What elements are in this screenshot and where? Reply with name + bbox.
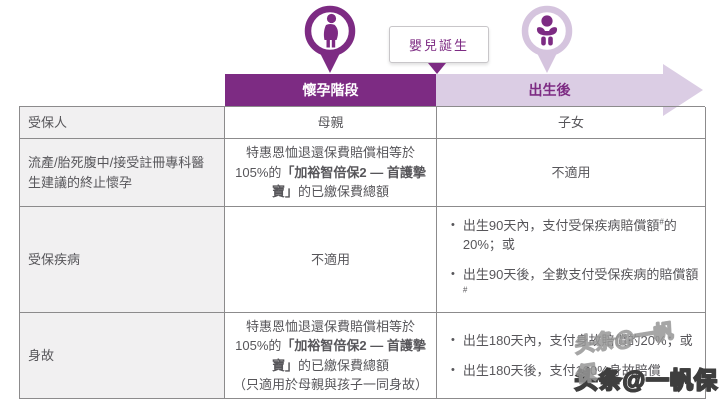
bullet-icon: •: [451, 333, 455, 346]
list-item: • 出生90天後，全數支付受保疾病的賠償額#: [451, 265, 699, 304]
insured-person-after-birth-cell: 子女: [437, 107, 706, 139]
timeline-arrowhead-icon: [663, 64, 703, 116]
insured-person-pregnancy-cell: 母親: [225, 107, 437, 139]
after-birth-pin: [519, 5, 575, 77]
miscarriage-pregnancy-cell: 特惠恩恤退還保費賠償相等於105%的「加裕智倍保2 — 首護摯寶」的已繳保費總額: [225, 139, 437, 207]
bullet-icon: •: [451, 363, 455, 376]
row-death-label: 身故: [20, 313, 225, 399]
callout-pointer-icon: [428, 63, 446, 74]
baby-born-label: 嬰兒誕生: [408, 38, 469, 53]
after-birth-label: 出生後: [528, 82, 571, 98]
list-item: • 出生180天內，支付身故賠償的20%；或: [451, 331, 693, 351]
pregnant-woman-icon: [304, 5, 356, 73]
baby-icon: [521, 5, 573, 73]
product-name: 「加裕智倍保2 — 首護摯寶」: [271, 338, 426, 373]
baby-born-callout: 嬰兒誕生: [389, 26, 489, 63]
product-name: 「加裕智倍保2 — 首護摯寶」: [271, 164, 426, 200]
row-miscarriage-label: 流產/胎死腹中/接受註冊專科醫生建議的終止懷孕: [20, 139, 225, 207]
bullet-icon: •: [451, 267, 455, 280]
footnote-marker: #: [659, 217, 664, 227]
miscarriage-after-birth-cell: 不適用: [437, 139, 706, 207]
footnote-marker: #: [462, 285, 468, 295]
death-benefit-note: （只適用於母親與孩子一同身故）: [233, 377, 429, 392]
list-item: • 出生90天內，支付受保疾病賠償額#的20%；或: [451, 216, 699, 255]
benefits-table: 受保人 母親 子女 流產/胎死腹中/接受註冊專科醫生建議的終止懷孕 特惠恩恤退還…: [19, 106, 706, 399]
row-insured-person-label: 受保人: [20, 107, 225, 139]
after-birth-band: 出生後: [436, 74, 663, 106]
row-covered-illness-label: 受保疾病: [20, 207, 225, 313]
pregnancy-stage-pin: [302, 5, 358, 77]
covered-illness-after-birth-cell: • 出生90天內，支付受保疾病賠償額#的20%；或 • 出生90天後，全數支付受…: [437, 207, 706, 313]
covered-illness-pregnancy-cell: 不適用: [225, 207, 437, 313]
death-pregnancy-cell: 特惠恩恤退還保費賠償相等於105%的「加裕智倍保2 — 首護摯寶」的已繳保費總額…: [225, 313, 437, 399]
pregnancy-stage-band: 懷孕階段: [225, 74, 436, 106]
pregnancy-stage-label: 懷孕階段: [302, 82, 359, 98]
death-after-birth-cell: • 出生180天內，支付身故賠償的20%；或 • 出生180天後，支付100%身…: [437, 313, 706, 399]
bullet-icon: •: [451, 218, 455, 231]
list-item: • 出生180天後，支付100%身故賠償: [451, 361, 661, 381]
